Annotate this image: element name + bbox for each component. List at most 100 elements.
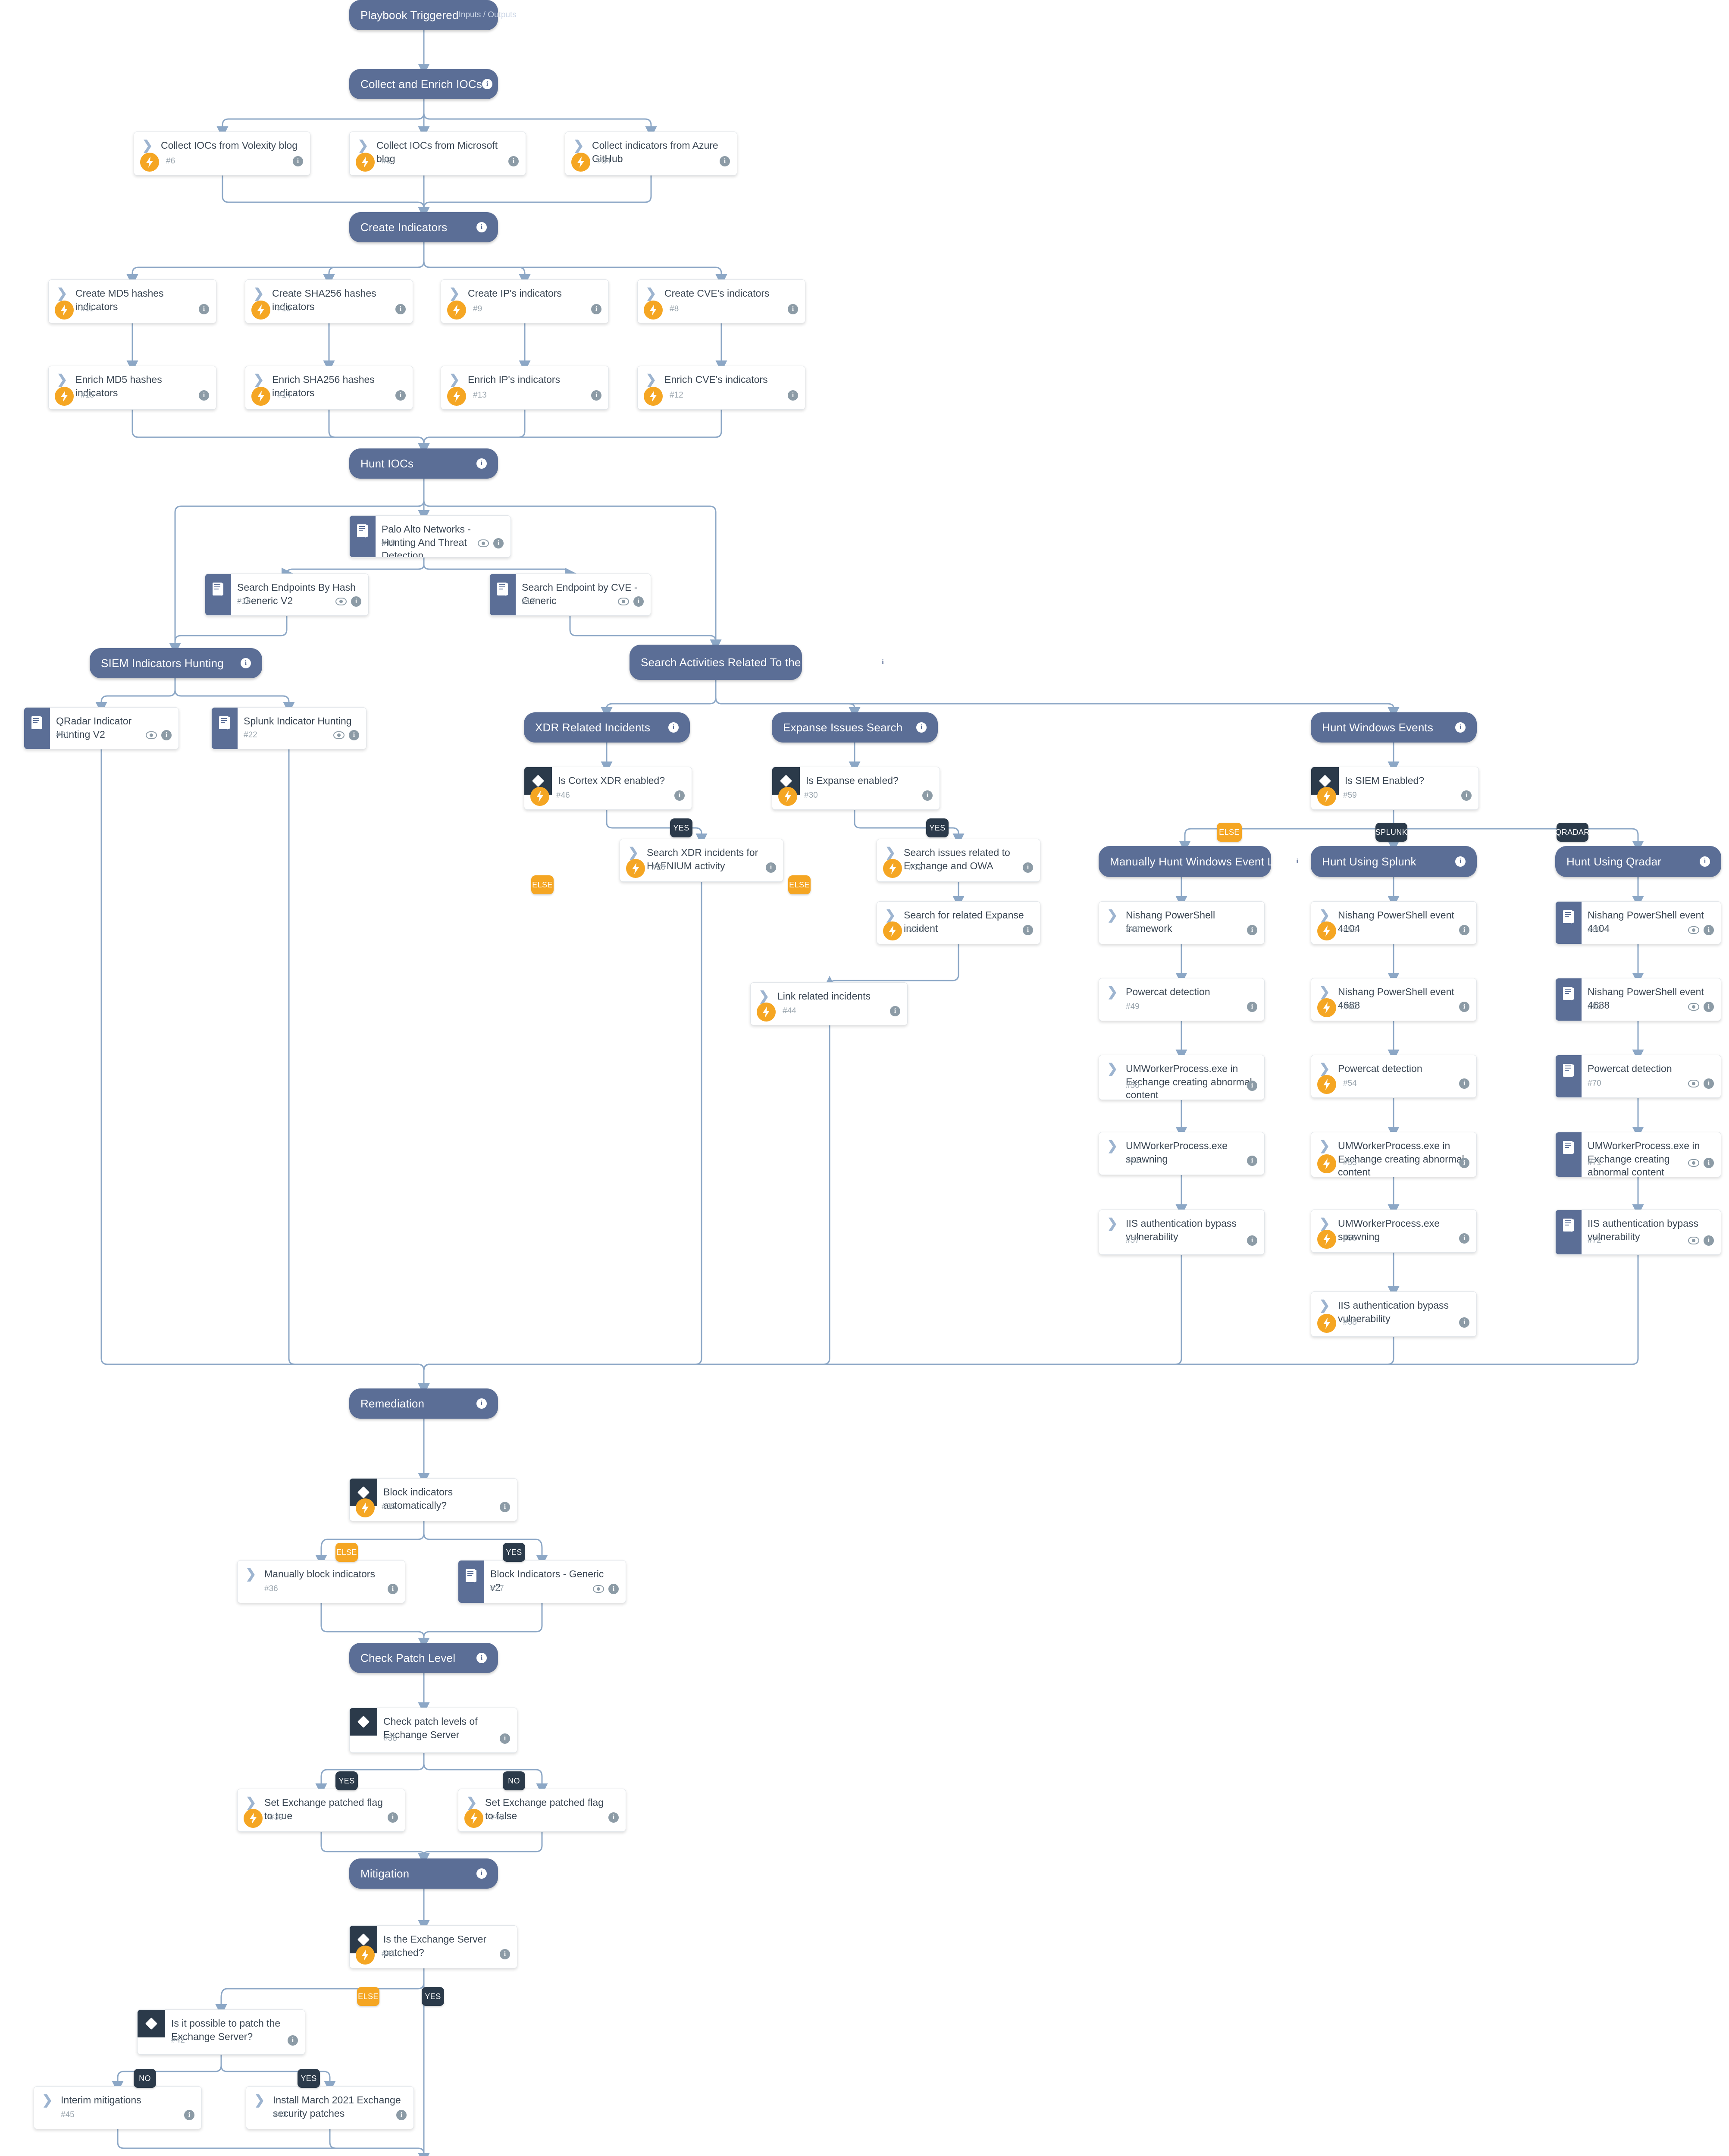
info-icon[interactable]: i — [1704, 1235, 1714, 1246]
info-icon[interactable]: i — [1459, 1158, 1469, 1168]
task-card-t46[interactable]: Is Cortex XDR enabled? #46 i — [524, 767, 692, 810]
section-node-siem[interactable]: SIEM Indicators Hunting i — [90, 648, 262, 678]
info-icon[interactable]: i — [476, 1653, 487, 1663]
info-icon[interactable]: i — [1700, 856, 1710, 867]
info-icon[interactable]: i — [199, 390, 209, 401]
task-card-t9[interactable]: ❯ Create IP's indicators #9 i — [441, 279, 609, 323]
info-icon[interactable]: i — [591, 390, 601, 401]
branch-label-else[interactable]: ELSE — [788, 875, 811, 894]
section-node-mitig[interactable]: Mitigation i — [349, 1858, 498, 1889]
eye-icon[interactable] — [146, 731, 157, 739]
info-icon[interactable]: i — [1455, 722, 1466, 733]
task-card-t68[interactable]: Nishang PowerShell event 4104 #68 i — [1555, 901, 1721, 944]
info-icon[interactable]: i — [493, 538, 504, 548]
info-icon[interactable]: i — [1459, 1078, 1469, 1089]
task-card-t10[interactable]: ❯ Create SHA256 hashes indicators #10 i — [245, 279, 413, 323]
info-icon[interactable]: i — [1459, 1317, 1469, 1328]
info-icon[interactable]: i — [500, 1949, 510, 1959]
branch-label-yes[interactable]: YES — [298, 2069, 320, 2088]
branch-label-yes[interactable]: YES — [503, 1543, 525, 1562]
eye-icon[interactable] — [1688, 1003, 1699, 1011]
task-card-t36[interactable]: ❯ Manually block indicators #36 i — [237, 1560, 405, 1603]
branch-label-qradar[interactable]: QRADAR — [1555, 823, 1589, 842]
eye-icon[interactable] — [333, 731, 345, 739]
task-card-t72[interactable]: IIS authentication bypass vulnerability #… — [1555, 1210, 1721, 1255]
branch-label-no[interactable]: NO — [503, 1771, 525, 1790]
info-icon[interactable]: i — [1459, 1233, 1469, 1244]
info-icon[interactable]: i — [288, 2035, 298, 2046]
task-card-t49[interactable]: ❯ Powercat detection #49 i — [1099, 978, 1265, 1021]
branch-label-else[interactable]: ELSE — [335, 1543, 358, 1562]
info-icon[interactable]: i — [1704, 1002, 1714, 1012]
info-icon[interactable]: i — [1023, 925, 1033, 935]
info-icon[interactable]: i — [476, 1868, 487, 1879]
task-card-t40[interactable]: ❯ Set Exchange patched flag to false #40 i — [458, 1789, 626, 1832]
task-card-t54[interactable]: ❯ Powercat detection #54 i — [1311, 1055, 1477, 1098]
task-card-t71[interactable]: UMWorkerProcess.exe in Exchange creating… — [1555, 1132, 1721, 1177]
task-card-t31[interactable]: ❯ Search for related Expanse incident #31 i — [877, 901, 1040, 944]
info-icon[interactable]: i — [608, 1584, 619, 1594]
task-card-t14[interactable]: ❯ Enrich SHA256 hashes indicators #14 i — [245, 366, 413, 410]
task-card-t57[interactable]: ❯ IIS authentication bypass vulnerability… — [1099, 1210, 1265, 1255]
info-icon[interactable]: i — [1704, 925, 1714, 935]
info-icon[interactable]: i — [500, 1733, 510, 1744]
task-card-t19[interactable]: Palo Alto Networks - Hunting And Threat … — [349, 515, 511, 558]
task-card-t59[interactable]: Is SIEM Enabled? #59 i — [1311, 767, 1479, 810]
task-card-t5[interactable]: ❯ Collect IOCs from Microsoft blog #5 i — [349, 132, 526, 175]
info-icon[interactable]: i — [396, 2110, 407, 2120]
eye-icon[interactable] — [593, 1585, 604, 1593]
section-node-trigger[interactable]: Playbook Triggered Inputs / Outputs — [349, 0, 517, 30]
branch-label-else[interactable]: ELSE — [1217, 823, 1242, 842]
info-icon[interactable]: i — [395, 390, 406, 401]
task-card-t56[interactable]: ❯ UMWorkerProcess.exe spawning #56 i — [1311, 1210, 1477, 1253]
task-card-t11[interactable]: ❯ Create MD5 hashes indicators #11 i — [48, 279, 216, 323]
info-icon[interactable]: i — [1704, 1158, 1714, 1168]
task-card-t45[interactable]: ❯ Interim mitigations #45 i — [34, 2086, 202, 2129]
section-node-xdr[interactable]: XDR Related Incidents i — [524, 712, 690, 743]
task-card-t69[interactable]: Nishang PowerShell event 4688 #69 i — [1555, 978, 1721, 1021]
section-node-patchlvl[interactable]: Check Patch Level i — [349, 1643, 498, 1673]
task-card-t58[interactable]: ❯ IIS authentication bypass vulnerability… — [1311, 1291, 1477, 1337]
task-card-t44[interactable]: ❯ Link related incidents #44 i — [750, 982, 908, 1025]
info-icon[interactable]: i — [1461, 790, 1472, 801]
task-card-t6[interactable]: ❯ Collect IOCs from Volexity blog #6 i — [134, 132, 310, 175]
info-icon[interactable]: i — [476, 1398, 487, 1409]
info-icon[interactable]: i — [1247, 1002, 1257, 1012]
branch-label-yes[interactable]: YES — [926, 818, 949, 837]
eye-icon[interactable] — [618, 598, 629, 605]
info-icon[interactable]: i — [508, 156, 519, 166]
info-icon[interactable]: i — [1247, 1156, 1257, 1166]
info-icon[interactable]: i — [1023, 862, 1033, 873]
info-icon[interactable]: i — [1459, 925, 1469, 935]
task-card-t25[interactable]: ❯ Search XDR incidents for HAFNIUM activi… — [620, 839, 783, 882]
section-node-huntwin[interactable]: Hunt Windows Events i — [1311, 712, 1477, 743]
info-icon[interactable]: i — [788, 304, 798, 314]
info-icon[interactable]: i — [591, 304, 601, 314]
info-icon[interactable]: i — [388, 1812, 398, 1823]
section-node-qradar[interactable]: Hunt Using Qradar i — [1555, 846, 1721, 877]
section-node-collect[interactable]: Collect and Enrich IOCs i — [349, 69, 498, 99]
task-card-t38[interactable]: Check patch levels of Exchange Server #38… — [349, 1708, 517, 1753]
section-node-remed[interactable]: Remediation i — [349, 1388, 498, 1419]
info-icon[interactable]: i — [890, 1006, 900, 1016]
info-icon[interactable]: i — [668, 722, 679, 733]
info-icon[interactable]: i — [1704, 1078, 1714, 1089]
task-card-t60[interactable]: ❯ Nishang PowerShell event 4688 #60 i — [1311, 978, 1477, 1021]
task-card-t41[interactable]: Is the Exchange Server patched? #41 i — [349, 1925, 517, 1968]
task-card-t34[interactable]: ❯ Collect indicators from Azure GitHub #34… — [565, 132, 737, 175]
section-node-expanse[interactable]: Expanse Issues Search i — [772, 712, 938, 743]
branch-label-yes[interactable]: YES — [422, 1987, 444, 2006]
task-card-t43[interactable]: ❯ Install March 2021 Exchange security pa… — [246, 2086, 414, 2129]
info-icon[interactable]: i — [1247, 1235, 1257, 1246]
info-icon[interactable]: i — [476, 222, 487, 232]
task-card-t50[interactable]: ❯ UMWorkerProcess.exe in Exchange creatin… — [1099, 1055, 1265, 1100]
task-card-t22[interactable]: Splunk Indicator Hunting #22 i — [211, 707, 366, 749]
info-icon[interactable]: i — [1455, 856, 1466, 867]
task-card-t48[interactable]: ❯ Nishang PowerShell framework #48 i — [1099, 901, 1265, 944]
info-icon[interactable]: i — [293, 156, 303, 166]
branch-label-splunk[interactable]: SPLUNK — [1375, 823, 1407, 842]
section-node-huntiocs[interactable]: Hunt IOCs i — [349, 448, 498, 479]
info-icon[interactable]: i — [916, 722, 927, 733]
eye-icon[interactable] — [1688, 1159, 1699, 1167]
task-card-t35[interactable]: Block indicators automatically? #35 i — [349, 1478, 517, 1521]
